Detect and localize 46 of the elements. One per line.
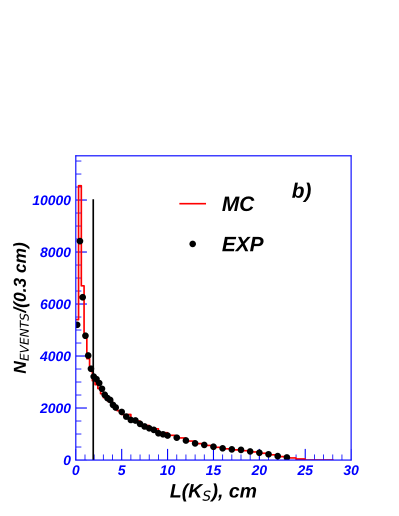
- point: [164, 432, 171, 439]
- point: [265, 450, 272, 458]
- point: [246, 448, 254, 455]
- point: [274, 452, 282, 460]
- point: [210, 443, 217, 450]
- point: [98, 385, 106, 392]
- x-tick-label: 15: [206, 465, 222, 476]
- point: [228, 446, 236, 453]
- legend-label: EXP: [222, 236, 264, 252]
- point: [76, 321, 81, 328]
- point: [182, 437, 190, 444]
- point: [173, 434, 180, 441]
- point: [256, 449, 263, 456]
- y-tick-label: 6000: [40, 299, 71, 310]
- point: [82, 332, 89, 340]
- point: [112, 404, 120, 411]
- legend-label: MC: [222, 196, 254, 212]
- x-axis-title: L(K$_{S}$), cm: [170, 483, 256, 502]
- x-tick-label: 5: [118, 465, 126, 476]
- y-tick-label: 8000: [40, 247, 71, 258]
- y-tick-label: 4000: [40, 351, 71, 362]
- point: [122, 413, 130, 420]
- y-tick-label: 2000: [40, 403, 71, 414]
- y-axis-title: N$_{EVENTS}$/(0.3 cm): [13, 242, 30, 374]
- annotation: b): [292, 182, 311, 202]
- point: [118, 408, 126, 416]
- x-tick-label: 0: [72, 465, 80, 476]
- point: [84, 352, 92, 359]
- point: [200, 442, 208, 448]
- point: [106, 396, 114, 404]
- x-tick-label: 20: [251, 465, 267, 476]
- point: [76, 238, 84, 244]
- point: [238, 446, 244, 454]
- point: [136, 420, 144, 428]
- point: [219, 444, 226, 452]
- x-tick-label: 10: [160, 465, 176, 476]
- x-tick-label: 25: [297, 465, 314, 476]
- x-tick-label: 30: [344, 465, 359, 476]
- point: [192, 440, 198, 447]
- point: [96, 380, 103, 386]
- y-tick-label: 10000: [32, 195, 71, 206]
- point: [284, 454, 290, 460]
- point: [132, 417, 139, 424]
- point: [150, 426, 158, 434]
- point: [79, 294, 86, 301]
- y-tick-label: 0: [64, 455, 71, 466]
